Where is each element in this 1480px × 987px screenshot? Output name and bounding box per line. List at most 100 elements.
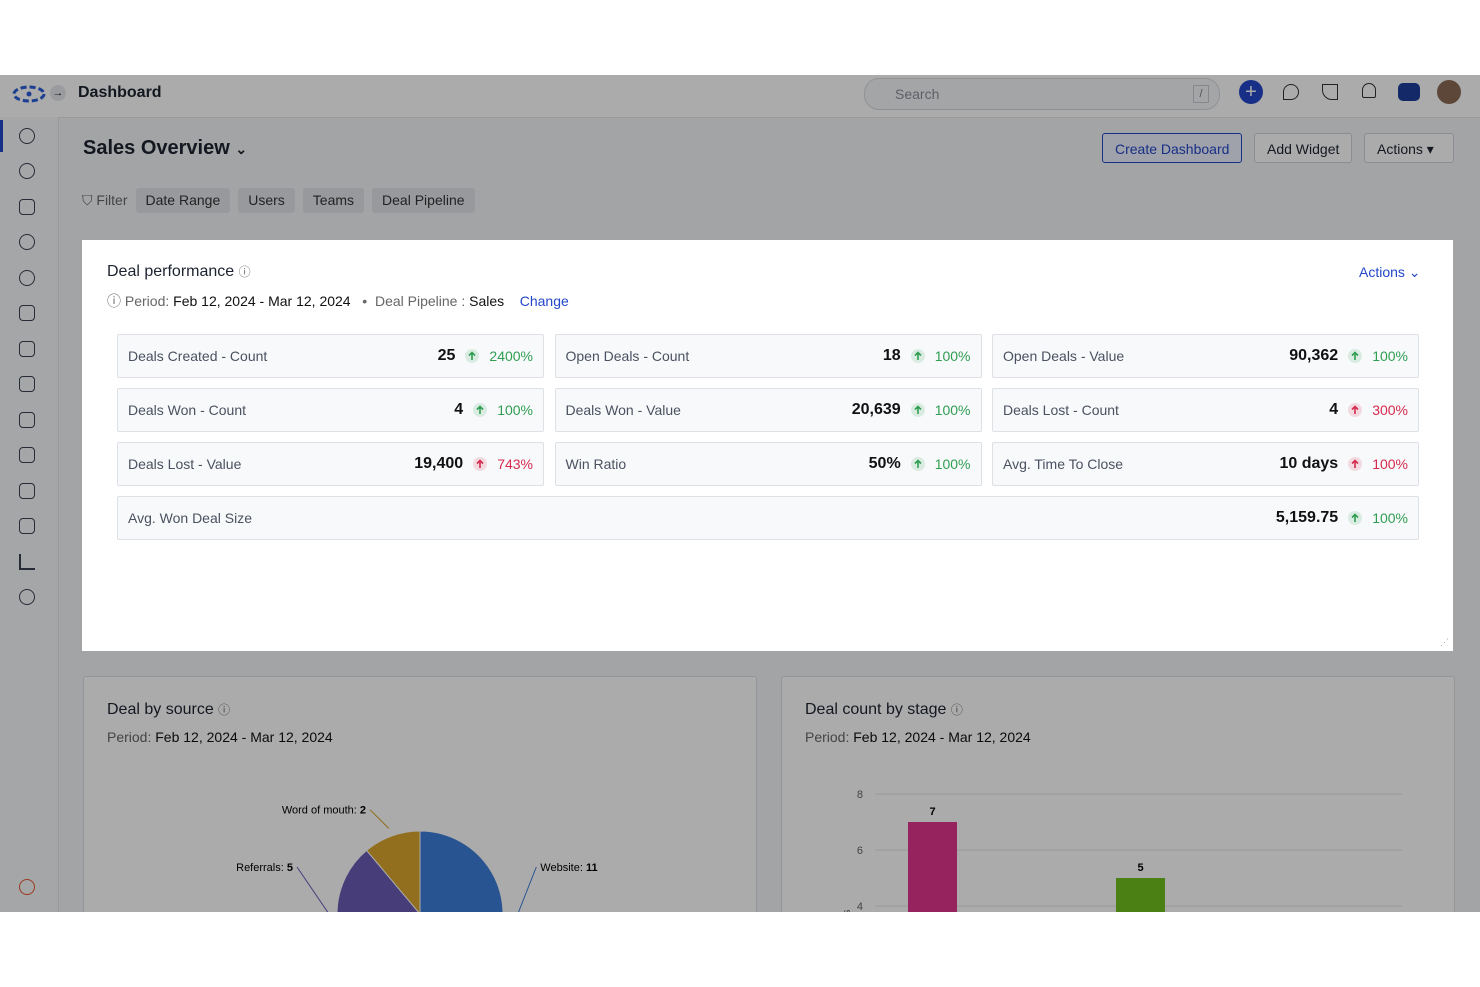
card-title-text: Deal count by stage [805, 701, 947, 718]
metric-value: 4 [454, 401, 464, 418]
nav-icon[interactable] [19, 554, 35, 570]
metric-value: 18 [882, 347, 901, 364]
trend-arrow [910, 457, 925, 471]
bar-chart: 02468Values75 [841, 789, 1402, 912]
metric-card: Deals Lost - Count 4 300% [992, 388, 1419, 432]
nav-icon[interactable] [19, 341, 35, 357]
header-title: Dashboard [78, 84, 162, 101]
widget-actions-text: Actions [1359, 264, 1405, 280]
help-icon[interactable] [19, 879, 35, 895]
metric-card: Open Deals - Value 90,362 100% [992, 334, 1419, 378]
page-title[interactable]: Sales Overview ⌄ [83, 137, 248, 159]
nav-icon[interactable] [19, 518, 35, 534]
arrow [1351, 513, 1359, 522]
bell-icon[interactable] [1362, 83, 1376, 98]
metric-label: Deals Lost - Count [1003, 402, 1119, 418]
trend-arrow [465, 349, 480, 363]
slice-value: 11 [586, 862, 598, 874]
bar [908, 822, 957, 912]
nav-icon[interactable] [19, 483, 35, 499]
y-tick-label: 8 [857, 789, 863, 801]
bot-icon[interactable] [1398, 83, 1420, 101]
card-title-text: Deal by source [107, 701, 214, 718]
widget-actions[interactable]: Actions ⌄ [1359, 264, 1421, 280]
filter-chip[interactable]: Teams [302, 188, 365, 213]
arrow [914, 459, 922, 468]
metric-label: Deals Won - Count [128, 402, 247, 418]
metric-value: 5,159.75 [1275, 509, 1339, 526]
pie-slice [365, 830, 421, 912]
period-label: Period: [124, 293, 170, 309]
metric-card: Avg. Won Deal Size 5,159.75 100% [117, 496, 1419, 540]
nav-icon[interactable] [19, 234, 35, 250]
arrow [1351, 405, 1359, 414]
deal-by-source-card: Deal by source ⓘ Period: Feb 12, 2024 - … [83, 676, 757, 912]
filter-chip[interactable]: Users [238, 188, 295, 213]
period-label: Period: [805, 729, 850, 745]
filter-chip[interactable]: Deal Pipeline [372, 188, 475, 213]
nav-icon[interactable] [19, 305, 35, 321]
widget-title: Deal performance ⓘ [107, 263, 251, 280]
nav-icon[interactable] [19, 589, 35, 605]
metric-label: Avg. Won Deal Size [128, 510, 252, 526]
filter-bar: ⛉ Filter Date Range Users Teams Deal Pipeli… [82, 188, 483, 213]
expand[interactable]: → [50, 85, 66, 101]
top-bar: → Dashboard Search / + [0, 75, 1480, 118]
pipeline-label: Deal Pipeline : [374, 293, 466, 309]
change-link[interactable]: Change [519, 293, 569, 309]
widget-title-text: Deal performance [107, 263, 235, 280]
search[interactable]: Search / [864, 78, 1220, 110]
metric-card: Deals Won - Count 4 100% [117, 388, 544, 432]
filter-chip[interactable]: Date Range [135, 188, 231, 213]
period-row: ⓘ Period: Feb 12, 2024 - Mar 12, 2024 • … [107, 293, 569, 309]
arrow [468, 351, 476, 360]
trend-arrow [910, 349, 925, 363]
resize-handle[interactable]: ⋰ [1440, 637, 1449, 647]
metric-card: Deals Created - Count 25 2400% [117, 334, 544, 378]
metric-change: 100% [1372, 348, 1408, 364]
sidebar [0, 117, 59, 912]
trend-arrow [1348, 511, 1363, 525]
arrow [1351, 459, 1359, 468]
nav-icon[interactable] [19, 270, 35, 286]
slice-label: Word of mouth: 2 [282, 805, 366, 817]
avatar[interactable] [1437, 80, 1461, 104]
pipeline: Sales [469, 293, 505, 309]
bar-label: 5 [1137, 862, 1143, 874]
period: Feb 12, 2024 - Mar 12, 2024 [173, 293, 351, 309]
pie-slice [419, 830, 504, 912]
actions[interactable]: Actions ▾ [1364, 133, 1454, 163]
arrow [1351, 351, 1359, 360]
trend-arrow [473, 457, 488, 471]
bar-label: 7 [929, 806, 935, 818]
add-button[interactable]: + [1239, 80, 1263, 104]
pie-chart: Website: 11 Referrals: 5 Word of mouth: 2 [236, 805, 598, 912]
nav-icon[interactable] [19, 128, 35, 144]
metric-change: 100% [1372, 456, 1408, 472]
metric-change: 743% [497, 456, 533, 472]
arrow [914, 405, 922, 414]
metric-label: Open Deals - Count [565, 348, 690, 364]
rocket-icon[interactable] [1283, 84, 1299, 100]
create-dashboard[interactable]: Create Dashboard [1102, 133, 1243, 163]
metric-card: Deals Won - Value 20,639 100% [554, 388, 982, 432]
active-indicator [0, 120, 3, 152]
deal-performance-widget: Deal performance ⓘ Actions ⌄ ⓘ Period: F… [82, 240, 1453, 651]
trend-arrow [910, 403, 925, 417]
slice-name: Word of mouth: [282, 805, 357, 817]
nav-icon[interactable] [19, 447, 35, 463]
nav-icon[interactable] [19, 163, 35, 179]
card-period: Period: Feb 12, 2024 - Mar 12, 2024 [805, 729, 1031, 745]
slice-label: Referrals: 5 [236, 862, 293, 874]
metric-value: 25 [437, 347, 456, 364]
add-widget[interactable]: Add Widget [1254, 133, 1353, 163]
period: Feb 12, 2024 - Mar 12, 2024 [853, 729, 1031, 745]
nav-icon[interactable] [19, 376, 35, 392]
y-axis-label: Values [841, 909, 853, 912]
logo [12, 85, 46, 103]
actions-text: Actions [1377, 141, 1423, 157]
phone-icon[interactable] [1322, 84, 1338, 100]
nav-icon[interactable] [19, 199, 35, 215]
nav-icon[interactable] [19, 412, 35, 428]
